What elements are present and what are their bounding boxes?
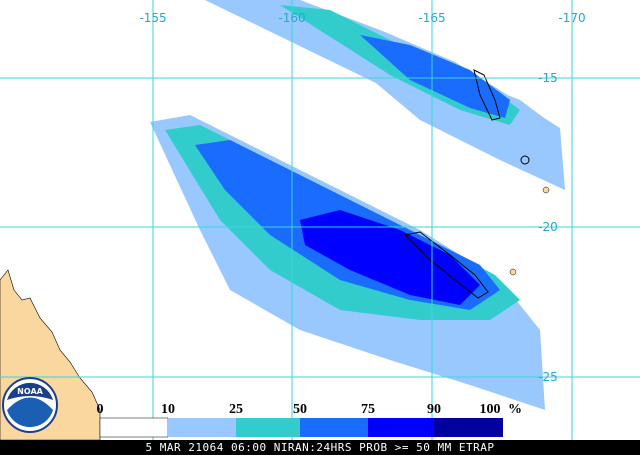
longitude-label: -155	[139, 11, 166, 25]
island	[473, 69, 501, 121]
island	[542, 186, 550, 194]
latitude-label: -25	[538, 370, 558, 384]
longitude-label: -165	[418, 11, 445, 25]
colorbar-label: 75	[361, 402, 375, 417]
graticule	[0, 0, 640, 440]
logo: NOAA	[2, 377, 58, 433]
footer-bar	[0, 440, 640, 455]
latitude-label: -20	[538, 220, 558, 234]
colorbar-label: 10	[161, 402, 175, 417]
colorbar-label: 100	[480, 402, 501, 417]
island	[509, 268, 517, 276]
colorbar-label: 90	[427, 402, 441, 417]
colorbar-label: 0	[97, 402, 104, 417]
longitude-label: -160	[278, 11, 305, 25]
colorbar	[99, 417, 503, 438]
logo-text: NOAA	[17, 387, 43, 396]
footer-text: 5 MAR 21064 06:00 NIRAN:24HRS PROB >= 50…	[145, 441, 494, 454]
longitude-label: -170	[558, 11, 585, 25]
upper-swath	[205, 0, 565, 190]
island	[403, 231, 489, 299]
colorbar-label: 25	[229, 402, 243, 417]
colorbar-label: 50	[293, 402, 307, 417]
latitude-label: -15	[538, 71, 558, 85]
colorbar-unit: %	[508, 402, 522, 417]
island	[520, 155, 530, 165]
lower-swath	[150, 115, 545, 410]
